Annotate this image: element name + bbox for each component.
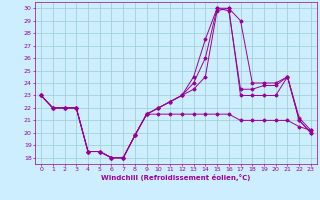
X-axis label: Windchill (Refroidissement éolien,°C): Windchill (Refroidissement éolien,°C)	[101, 174, 251, 181]
